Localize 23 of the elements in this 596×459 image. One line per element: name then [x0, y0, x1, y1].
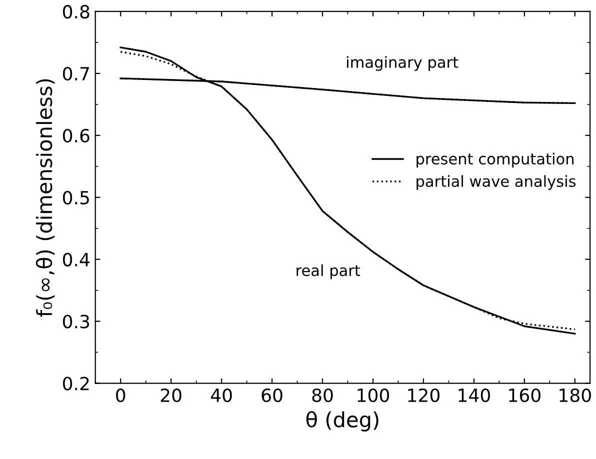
y-axis-title: f₀(∞,θ) (dimensionless) [36, 79, 55, 317]
legend-label: present computation [416, 152, 574, 168]
annotation: real part [296, 264, 360, 280]
x-tick-label: 60 [262, 388, 282, 402]
x-tick-label: 40 [210, 388, 232, 402]
x-tick-label: 140 [458, 388, 490, 402]
annotation: imaginary part [347, 56, 458, 71]
y-tick-label: 0.5 [62, 190, 89, 204]
x-tick-label: 100 [358, 388, 390, 402]
y-tick-label: 0.4 [62, 252, 90, 266]
x-tick-label: 20 [160, 388, 182, 402]
x-tick-label: 180 [560, 388, 591, 402]
x-tick-label: 0 [116, 388, 126, 402]
legend-label: partial wave analysis [416, 175, 576, 190]
x-tick-label: 120 [408, 388, 440, 402]
y-tick-label: 0.8 [62, 4, 90, 19]
y-tick-label: 0.6 [62, 128, 90, 143]
x-axis-title: θ (deg) [306, 411, 378, 432]
y-tick-label: 0.3 [62, 314, 90, 328]
y-tick-label: 0.7 [62, 66, 89, 81]
x-tick-label: 80 [312, 388, 333, 402]
x-tick-label: 160 [509, 388, 540, 402]
y-tick-label: 0.2 [62, 376, 89, 390]
